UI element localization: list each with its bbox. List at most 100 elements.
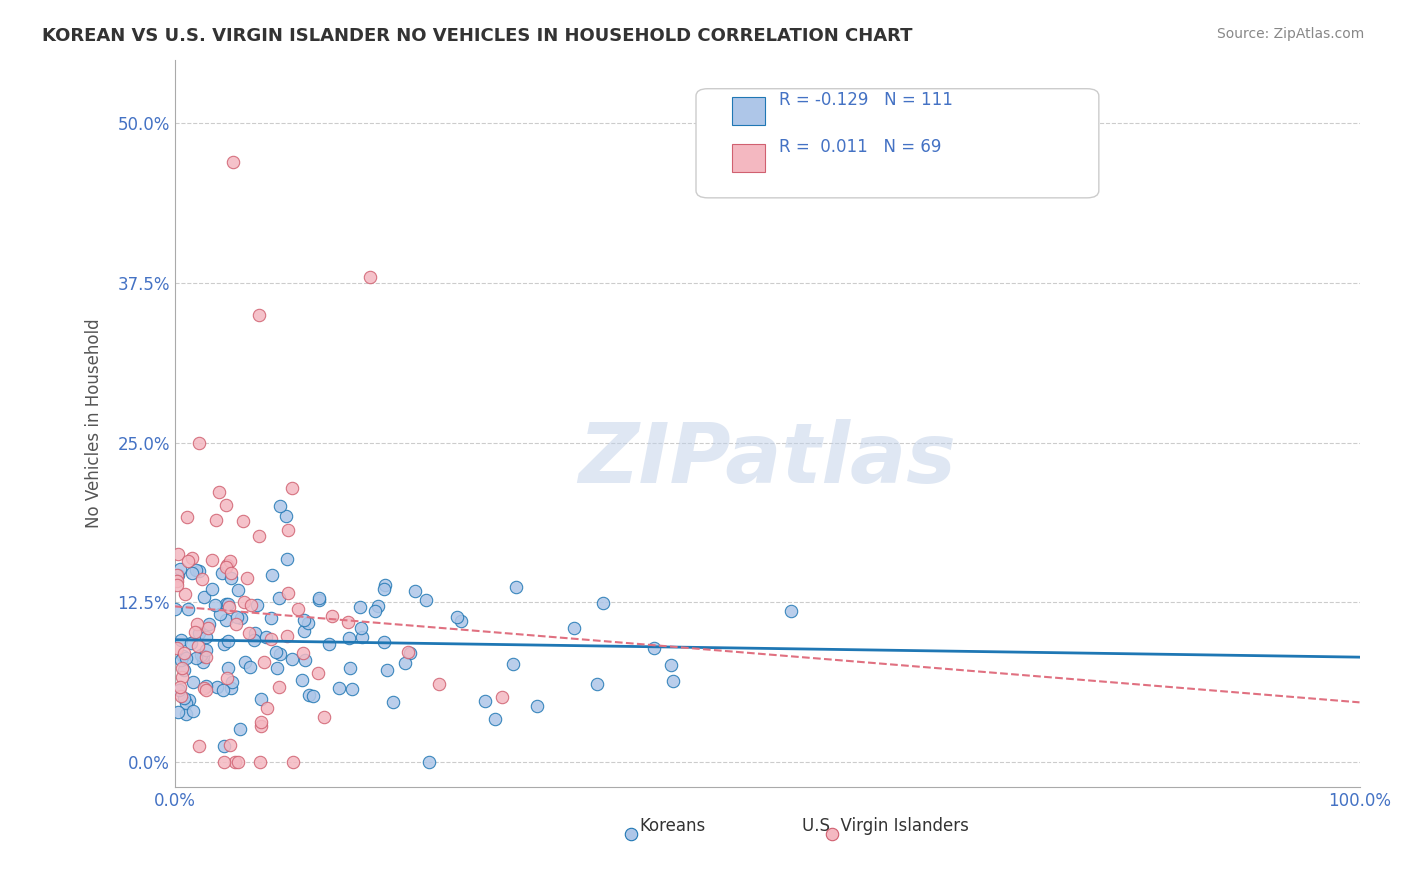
Point [201, 553, 224, 567]
Point [337, 631, 360, 645]
Point [350, 630, 373, 644]
Point [276, 629, 298, 643]
Point [269, 499, 291, 513]
Point [181, 704, 204, 718]
Point [212, 683, 235, 698]
Point [184, 625, 207, 640]
Point [186, 616, 208, 631]
Point [190, 648, 212, 662]
Point [307, 666, 329, 681]
Point [302, 689, 325, 703]
Point [450, 614, 472, 628]
Point [277, 585, 299, 599]
Point [562, 621, 585, 635]
FancyBboxPatch shape [731, 97, 765, 125]
Point [226, 755, 249, 769]
Text: ZIPatlas: ZIPatlas [578, 419, 956, 500]
Point [249, 755, 271, 769]
Point [250, 692, 273, 706]
Point [249, 714, 271, 729]
Point [188, 739, 211, 753]
Point [221, 154, 243, 169]
Text: R = -0.129   N = 111: R = -0.129 N = 111 [779, 91, 953, 109]
Point [173, 646, 195, 660]
Point [374, 578, 396, 592]
Point [294, 653, 316, 667]
Point [266, 660, 288, 674]
Point [418, 755, 440, 769]
Point [181, 551, 204, 566]
Point [254, 631, 277, 645]
Point [238, 626, 260, 640]
Point [215, 613, 238, 627]
Point [193, 649, 215, 664]
Point [239, 660, 262, 674]
Point [197, 621, 219, 635]
Point [174, 587, 197, 601]
Point [247, 308, 270, 322]
Point [250, 718, 273, 732]
Point [217, 597, 239, 611]
Point [246, 598, 269, 612]
Point [193, 655, 215, 669]
Point [592, 596, 614, 610]
Point [328, 681, 350, 696]
Point [174, 707, 197, 722]
Point [167, 705, 190, 719]
Point [172, 649, 194, 664]
Point [373, 635, 395, 649]
Point [349, 599, 371, 614]
Point [243, 632, 266, 647]
Point [170, 653, 193, 667]
Point [297, 615, 319, 630]
Point [373, 582, 395, 597]
Point [396, 645, 419, 659]
Point [173, 663, 195, 677]
Point [170, 633, 193, 648]
Point [219, 571, 242, 585]
Point [298, 689, 321, 703]
Point [170, 670, 193, 684]
Point [349, 621, 371, 635]
Point [294, 624, 316, 638]
Point [484, 712, 506, 726]
Point [215, 597, 238, 611]
Point [211, 566, 233, 580]
Point [264, 645, 287, 659]
Point [204, 598, 226, 612]
Point [586, 676, 609, 690]
Point [260, 567, 283, 582]
Point [204, 513, 226, 527]
Point [167, 682, 190, 697]
Point [212, 755, 235, 769]
Point [187, 565, 209, 579]
Point [170, 661, 193, 675]
Point [166, 568, 188, 582]
Point [226, 609, 249, 624]
Point [339, 661, 361, 675]
Point [169, 680, 191, 694]
Point [240, 598, 263, 612]
Point [195, 630, 218, 644]
Point [177, 602, 200, 616]
Point [217, 671, 239, 685]
Point [821, 838, 844, 852]
Point [260, 611, 283, 625]
Point [221, 674, 243, 689]
Point [367, 599, 389, 613]
Point [269, 647, 291, 661]
Point [219, 681, 242, 696]
FancyBboxPatch shape [731, 145, 765, 172]
Point [312, 710, 335, 724]
Point [491, 690, 513, 705]
Point [318, 637, 340, 651]
Point [167, 547, 190, 561]
Point [247, 529, 270, 543]
Point [180, 636, 202, 650]
Point [337, 615, 360, 630]
Point [208, 485, 231, 500]
Point [308, 591, 330, 605]
Point [165, 601, 187, 615]
Point [359, 269, 381, 284]
Point [292, 613, 315, 627]
